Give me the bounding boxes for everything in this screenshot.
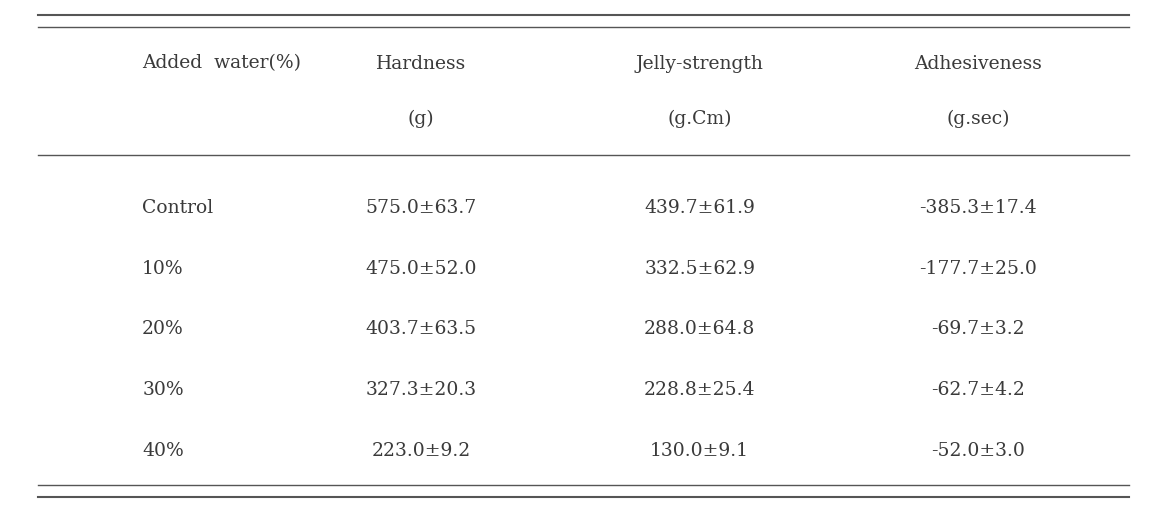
Text: -177.7±25.0: -177.7±25.0: [920, 260, 1037, 278]
Text: 40%: 40%: [142, 442, 184, 460]
Text: 439.7±61.9: 439.7±61.9: [644, 199, 755, 217]
Text: -52.0±3.0: -52.0±3.0: [931, 442, 1026, 460]
Text: (g): (g): [407, 110, 434, 129]
Text: 130.0±9.1: 130.0±9.1: [650, 442, 749, 460]
Text: Control: Control: [142, 199, 214, 217]
Text: -62.7±4.2: -62.7±4.2: [931, 381, 1026, 399]
Text: Adhesiveness: Adhesiveness: [915, 55, 1042, 73]
Text: 575.0±63.7: 575.0±63.7: [365, 199, 476, 217]
Text: -69.7±3.2: -69.7±3.2: [931, 321, 1025, 338]
Text: (g.Cm): (g.Cm): [668, 110, 732, 129]
Text: Added  water(%): Added water(%): [142, 55, 301, 73]
Text: 30%: 30%: [142, 381, 183, 399]
Text: (g.sec): (g.sec): [946, 110, 1011, 129]
Text: Hardness: Hardness: [376, 55, 466, 73]
Text: -385.3±17.4: -385.3±17.4: [920, 199, 1037, 217]
Text: Jelly-strength: Jelly-strength: [636, 55, 763, 73]
Text: 20%: 20%: [142, 321, 184, 338]
Text: 228.8±25.4: 228.8±25.4: [644, 381, 755, 399]
Text: 475.0±52.0: 475.0±52.0: [365, 260, 476, 278]
Text: 327.3±20.3: 327.3±20.3: [365, 381, 476, 399]
Text: 10%: 10%: [142, 260, 183, 278]
Text: 288.0±64.8: 288.0±64.8: [644, 321, 755, 338]
Text: 403.7±63.5: 403.7±63.5: [365, 321, 476, 338]
Text: 332.5±62.9: 332.5±62.9: [644, 260, 755, 278]
Text: 223.0±9.2: 223.0±9.2: [371, 442, 470, 460]
